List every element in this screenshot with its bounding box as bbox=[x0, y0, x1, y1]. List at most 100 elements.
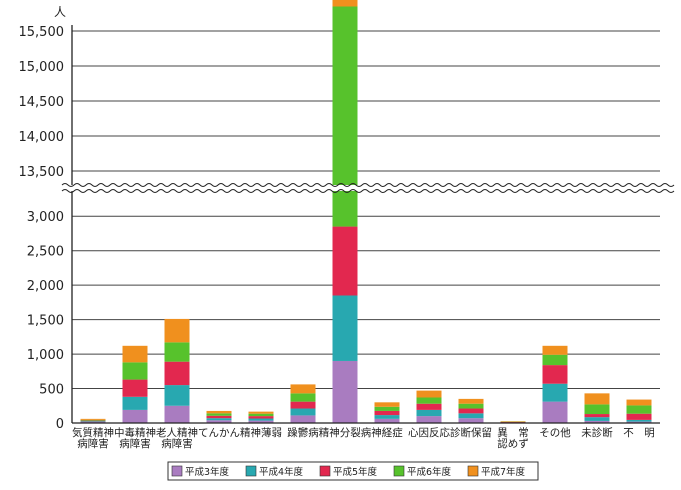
bar-segment bbox=[248, 413, 274, 417]
bar-segment bbox=[248, 416, 274, 419]
bar-segment bbox=[542, 345, 568, 355]
bar-segment bbox=[206, 415, 232, 419]
x-category-label: 病障害 bbox=[119, 437, 151, 450]
bar-segment bbox=[542, 354, 568, 366]
x-category-label: 心因反応 bbox=[408, 426, 450, 439]
bar-segment bbox=[626, 421, 652, 423]
legend-swatch bbox=[393, 465, 405, 477]
bar-segment bbox=[458, 418, 484, 423]
x-category-label: 未診断 bbox=[581, 426, 613, 439]
bar-segment bbox=[206, 413, 232, 416]
bar-segment bbox=[206, 420, 232, 423]
bar-segment bbox=[332, 295, 358, 361]
bar-segment bbox=[416, 397, 442, 404]
x-category-label: その他 bbox=[539, 426, 571, 439]
bar-segment bbox=[206, 418, 232, 421]
y-tick-label: 1,500 bbox=[27, 314, 64, 329]
axis-break-line bbox=[61, 183, 675, 187]
bar-segment bbox=[416, 403, 442, 410]
x-category-label: 異 常 bbox=[497, 426, 529, 439]
bar-segment bbox=[248, 411, 274, 414]
x-category-label: 老人精神 bbox=[156, 426, 198, 439]
bar-segment bbox=[374, 402, 400, 407]
bar-segment bbox=[332, 360, 358, 423]
bar-segment bbox=[416, 409, 442, 417]
legend: 平成3年度 平成4年度 平成5年度 平成6年度 平成7年度 bbox=[167, 461, 539, 481]
bar-segment bbox=[458, 398, 484, 404]
y-tick-label: 2,000 bbox=[27, 279, 64, 294]
bar-segment bbox=[206, 410, 232, 414]
bar-segment bbox=[542, 365, 568, 384]
bar-segment bbox=[458, 403, 484, 409]
legend-box bbox=[167, 461, 539, 481]
legend-swatch bbox=[171, 465, 183, 477]
x-category-label: 躁鬱病 bbox=[287, 426, 319, 439]
bar-segment bbox=[500, 421, 526, 423]
bar-segment bbox=[332, 0, 358, 7]
x-category-label: 精神薄弱 bbox=[240, 426, 282, 439]
y-tick-label: 500 bbox=[39, 383, 64, 398]
bar-segment bbox=[122, 409, 148, 423]
y-tick-label: 15,000 bbox=[19, 60, 65, 75]
bar-segment bbox=[584, 417, 610, 421]
bar-segment bbox=[416, 416, 442, 423]
bar-segment bbox=[458, 413, 484, 419]
y-unit-label: 人 bbox=[54, 5, 66, 19]
bar-segment bbox=[500, 421, 526, 423]
legend-label: 平成5年度 bbox=[333, 466, 378, 478]
bar-segment bbox=[290, 408, 316, 416]
x-category-label: 認めず bbox=[497, 437, 529, 450]
bar-segment bbox=[584, 404, 610, 415]
legend-swatch bbox=[245, 465, 257, 477]
legend-swatch bbox=[467, 465, 479, 477]
bar-segment bbox=[626, 399, 652, 406]
y-tick-label: 2,500 bbox=[27, 245, 64, 260]
y-tick-label: 15,500 bbox=[19, 25, 65, 40]
bar-segment bbox=[290, 384, 316, 394]
bar-segment bbox=[332, 6, 358, 227]
bar-segment bbox=[164, 342, 190, 362]
legend-label: 平成4年度 bbox=[259, 466, 304, 478]
legend-label: 平成7年度 bbox=[481, 466, 526, 478]
legend-swatch bbox=[319, 465, 331, 477]
bars bbox=[80, 0, 652, 424]
bar-segment bbox=[80, 420, 106, 422]
bar-segment bbox=[584, 393, 610, 405]
bar-segment bbox=[290, 415, 316, 423]
bar-segment bbox=[122, 345, 148, 363]
bar-segment bbox=[248, 420, 274, 423]
bar-segment bbox=[458, 408, 484, 414]
bar-segment bbox=[80, 419, 106, 421]
bar-segment bbox=[374, 406, 400, 411]
bar-segment bbox=[290, 401, 316, 409]
bar-segment bbox=[626, 419, 652, 422]
bar-segment bbox=[80, 418, 106, 420]
legend-label: 平成6年度 bbox=[407, 466, 452, 478]
bar-segment bbox=[332, 226, 358, 296]
bar-segment bbox=[374, 415, 400, 419]
y-tick-label: 1,000 bbox=[27, 348, 64, 363]
bar-segment bbox=[248, 418, 274, 421]
bar-segment bbox=[584, 414, 610, 418]
bar-segment bbox=[584, 420, 610, 423]
x-category-label: 精神分裂病 bbox=[319, 426, 372, 439]
bar-segment bbox=[80, 421, 106, 422]
bar-segment bbox=[374, 410, 400, 416]
x-category-label: 気質精神 bbox=[72, 426, 114, 439]
x-category-label: 不 明 bbox=[623, 427, 655, 439]
y-tick-label: 3,000 bbox=[27, 210, 64, 225]
axis-break-line bbox=[61, 189, 675, 193]
labels: 0 500 1,000 1,500 2,000 2,500 3,000 13,500 14,00… bbox=[19, 5, 655, 450]
y-tick-label: 13,500 bbox=[19, 165, 65, 180]
axis-break-band bbox=[62, 185, 664, 191]
x-category-label: 病障害 bbox=[161, 437, 193, 450]
x-category-label: てんかん bbox=[198, 427, 240, 439]
bar-segment bbox=[374, 418, 400, 423]
y-tick-label: 14,000 bbox=[19, 130, 65, 145]
bar-segment bbox=[626, 405, 652, 414]
bar-segment bbox=[164, 405, 190, 423]
bar-segment bbox=[164, 318, 190, 343]
bar-segment bbox=[122, 379, 148, 397]
bar-segment bbox=[164, 385, 190, 406]
